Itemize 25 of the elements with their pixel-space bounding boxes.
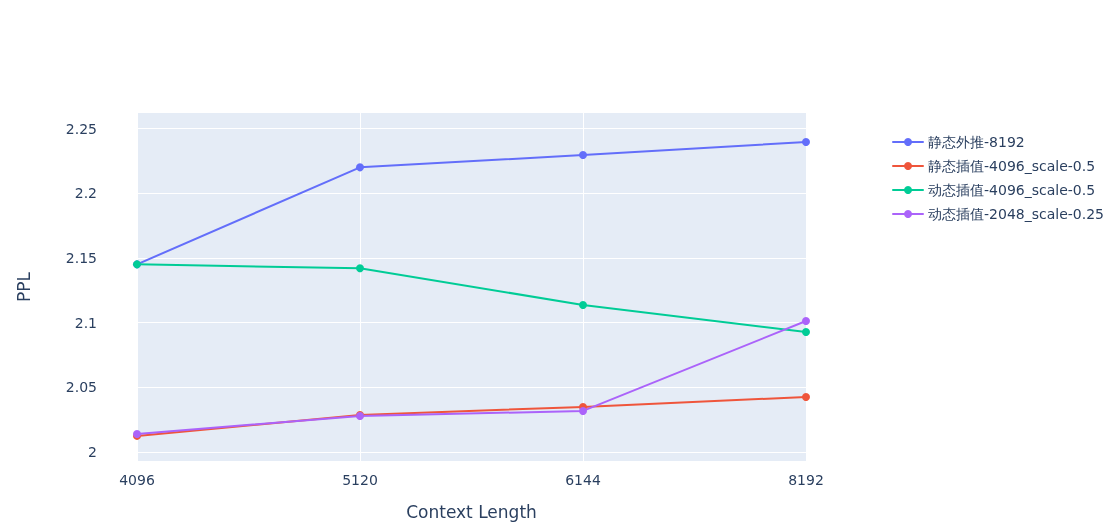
- x-tick-label: 8192: [788, 472, 824, 488]
- y-tick-label: 2.1: [74, 314, 97, 331]
- point: [356, 163, 364, 172]
- legend-label: 静态插值-4096_scale-0.5: [928, 158, 1096, 174]
- y-tick-label: 2.2: [74, 185, 97, 202]
- point: [802, 328, 810, 337]
- y-tick-label: 2.15: [65, 249, 97, 266]
- x-axis-title: Context Length: [406, 501, 537, 522]
- point: [802, 137, 810, 146]
- point: [579, 300, 587, 309]
- point: [802, 392, 810, 401]
- x-tick-label: 6144: [565, 472, 601, 488]
- point: [579, 406, 587, 415]
- legend-label: 静态外推-8192: [928, 134, 1025, 150]
- y-tick-label: 2.05: [65, 379, 97, 396]
- y-tick-label: 2.25: [65, 120, 97, 137]
- y-tick-label: 2: [88, 443, 97, 460]
- legend-label: 动态插值-2048_scale-0.25: [928, 206, 1105, 222]
- point: [356, 264, 364, 273]
- y-axis-title: PPL: [13, 271, 34, 302]
- point: [802, 317, 810, 326]
- x-tick-label: 5120: [342, 472, 378, 488]
- legend-label: 动态插值-4096_scale-0.5: [928, 182, 1096, 198]
- point: [579, 151, 587, 160]
- x-tick-label: 4096: [119, 472, 155, 488]
